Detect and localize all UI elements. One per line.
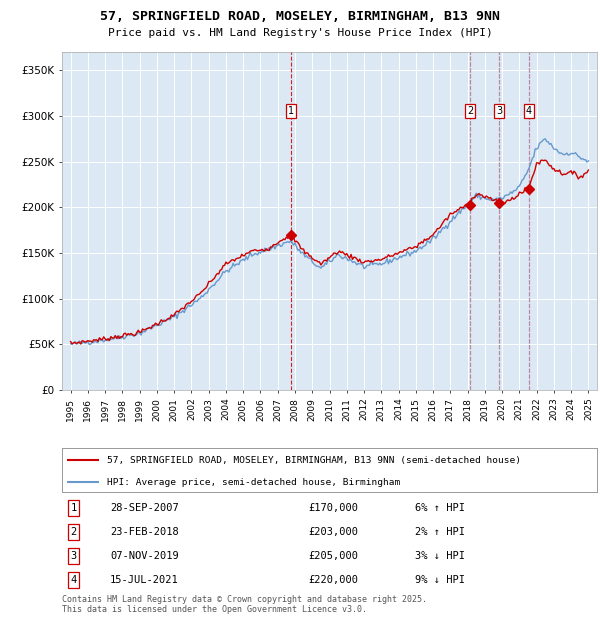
Text: 4: 4 bbox=[526, 107, 532, 117]
Text: 2: 2 bbox=[71, 527, 77, 537]
Text: 2: 2 bbox=[467, 107, 473, 117]
Text: 57, SPRINGFIELD ROAD, MOSELEY, BIRMINGHAM, B13 9NN (semi-detached house): 57, SPRINGFIELD ROAD, MOSELEY, BIRMINGHA… bbox=[107, 456, 521, 465]
Text: HPI: Average price, semi-detached house, Birmingham: HPI: Average price, semi-detached house,… bbox=[107, 478, 401, 487]
Text: 3% ↓ HPI: 3% ↓ HPI bbox=[415, 551, 465, 561]
Text: 1: 1 bbox=[287, 107, 294, 117]
Text: 4: 4 bbox=[71, 575, 77, 585]
Text: 23-FEB-2018: 23-FEB-2018 bbox=[110, 527, 179, 537]
Text: 6% ↑ HPI: 6% ↑ HPI bbox=[415, 503, 465, 513]
Text: 57, SPRINGFIELD ROAD, MOSELEY, BIRMINGHAM, B13 9NN: 57, SPRINGFIELD ROAD, MOSELEY, BIRMINGHA… bbox=[100, 10, 500, 23]
Text: Contains HM Land Registry data © Crown copyright and database right 2025.
This d: Contains HM Land Registry data © Crown c… bbox=[62, 595, 427, 614]
Text: 3: 3 bbox=[496, 107, 503, 117]
Text: 3: 3 bbox=[71, 551, 77, 561]
Text: 15-JUL-2021: 15-JUL-2021 bbox=[110, 575, 179, 585]
Text: Price paid vs. HM Land Registry's House Price Index (HPI): Price paid vs. HM Land Registry's House … bbox=[107, 28, 493, 38]
Text: 1: 1 bbox=[71, 503, 77, 513]
Text: £170,000: £170,000 bbox=[308, 503, 358, 513]
Text: £220,000: £220,000 bbox=[308, 575, 358, 585]
Text: 2% ↑ HPI: 2% ↑ HPI bbox=[415, 527, 465, 537]
Text: 07-NOV-2019: 07-NOV-2019 bbox=[110, 551, 179, 561]
Text: 9% ↓ HPI: 9% ↓ HPI bbox=[415, 575, 465, 585]
Text: £205,000: £205,000 bbox=[308, 551, 358, 561]
Text: 28-SEP-2007: 28-SEP-2007 bbox=[110, 503, 179, 513]
Text: £203,000: £203,000 bbox=[308, 527, 358, 537]
